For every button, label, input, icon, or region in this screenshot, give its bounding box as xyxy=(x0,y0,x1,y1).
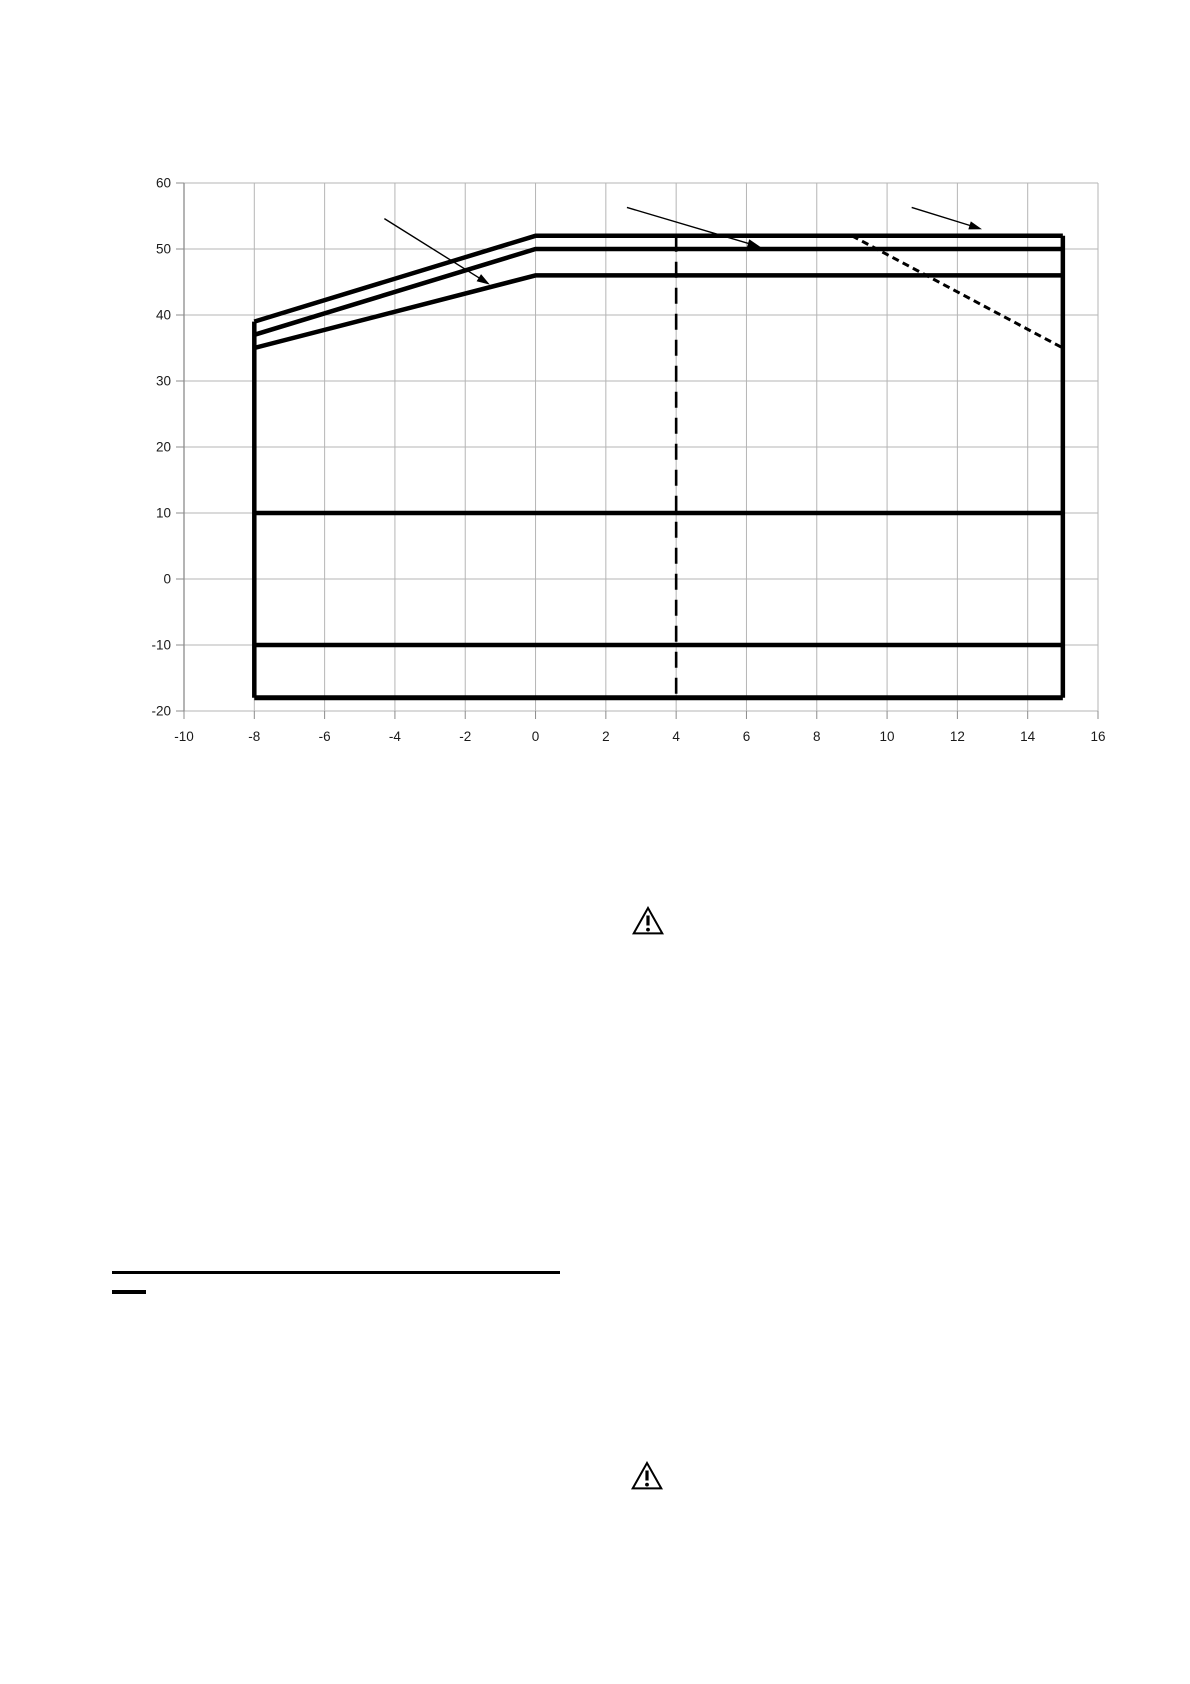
warning-triangle-icon xyxy=(631,1461,663,1490)
x-tick-label: 12 xyxy=(950,729,965,744)
footnote-marker-rule xyxy=(112,1290,146,1294)
x-tick-label: 8 xyxy=(813,729,821,744)
y-tick-label: 50 xyxy=(156,242,171,257)
x-tick-label: -8 xyxy=(248,729,260,744)
callout-arrow-1-head xyxy=(476,274,490,285)
x-tick-label: 4 xyxy=(672,729,680,744)
callout-arrow-3 xyxy=(911,206,973,227)
callout-arrow-2 xyxy=(626,206,752,245)
x-tick-label: -6 xyxy=(319,729,331,744)
upper-limit-line xyxy=(253,233,1063,324)
y-tick-label: -20 xyxy=(151,704,171,719)
x-tick-label: -4 xyxy=(389,729,401,744)
y-tick-label: 20 xyxy=(156,440,171,455)
y-tick-label: 30 xyxy=(156,374,171,389)
warning-triangle-icon xyxy=(632,906,664,935)
y-tick-label: -10 xyxy=(151,638,171,653)
y-tick-label: 0 xyxy=(163,572,171,587)
x-tick-label: 16 xyxy=(1090,729,1105,744)
x-tick-label: 14 xyxy=(1020,729,1036,744)
y-tick-label: 60 xyxy=(156,176,171,191)
middle-limit-line xyxy=(253,246,1063,337)
x-tick-label: -10 xyxy=(174,729,194,744)
x-tick-label: -2 xyxy=(459,729,471,744)
derating-dashed-line xyxy=(851,234,1064,350)
y-tick-label: 10 xyxy=(156,506,171,521)
x-tick-label: 0 xyxy=(532,729,540,744)
callout-arrow-1 xyxy=(384,218,482,280)
y-tick-label: 40 xyxy=(156,308,171,323)
footnote-separator-rule xyxy=(112,1271,560,1274)
callout-arrow-2-head xyxy=(746,239,761,248)
x-tick-label: 2 xyxy=(602,729,610,744)
lower-limit-line xyxy=(253,273,1063,351)
x-tick-label: 10 xyxy=(880,729,895,744)
callout-arrow-3-head xyxy=(968,221,982,230)
x-tick-label: 6 xyxy=(743,729,751,744)
